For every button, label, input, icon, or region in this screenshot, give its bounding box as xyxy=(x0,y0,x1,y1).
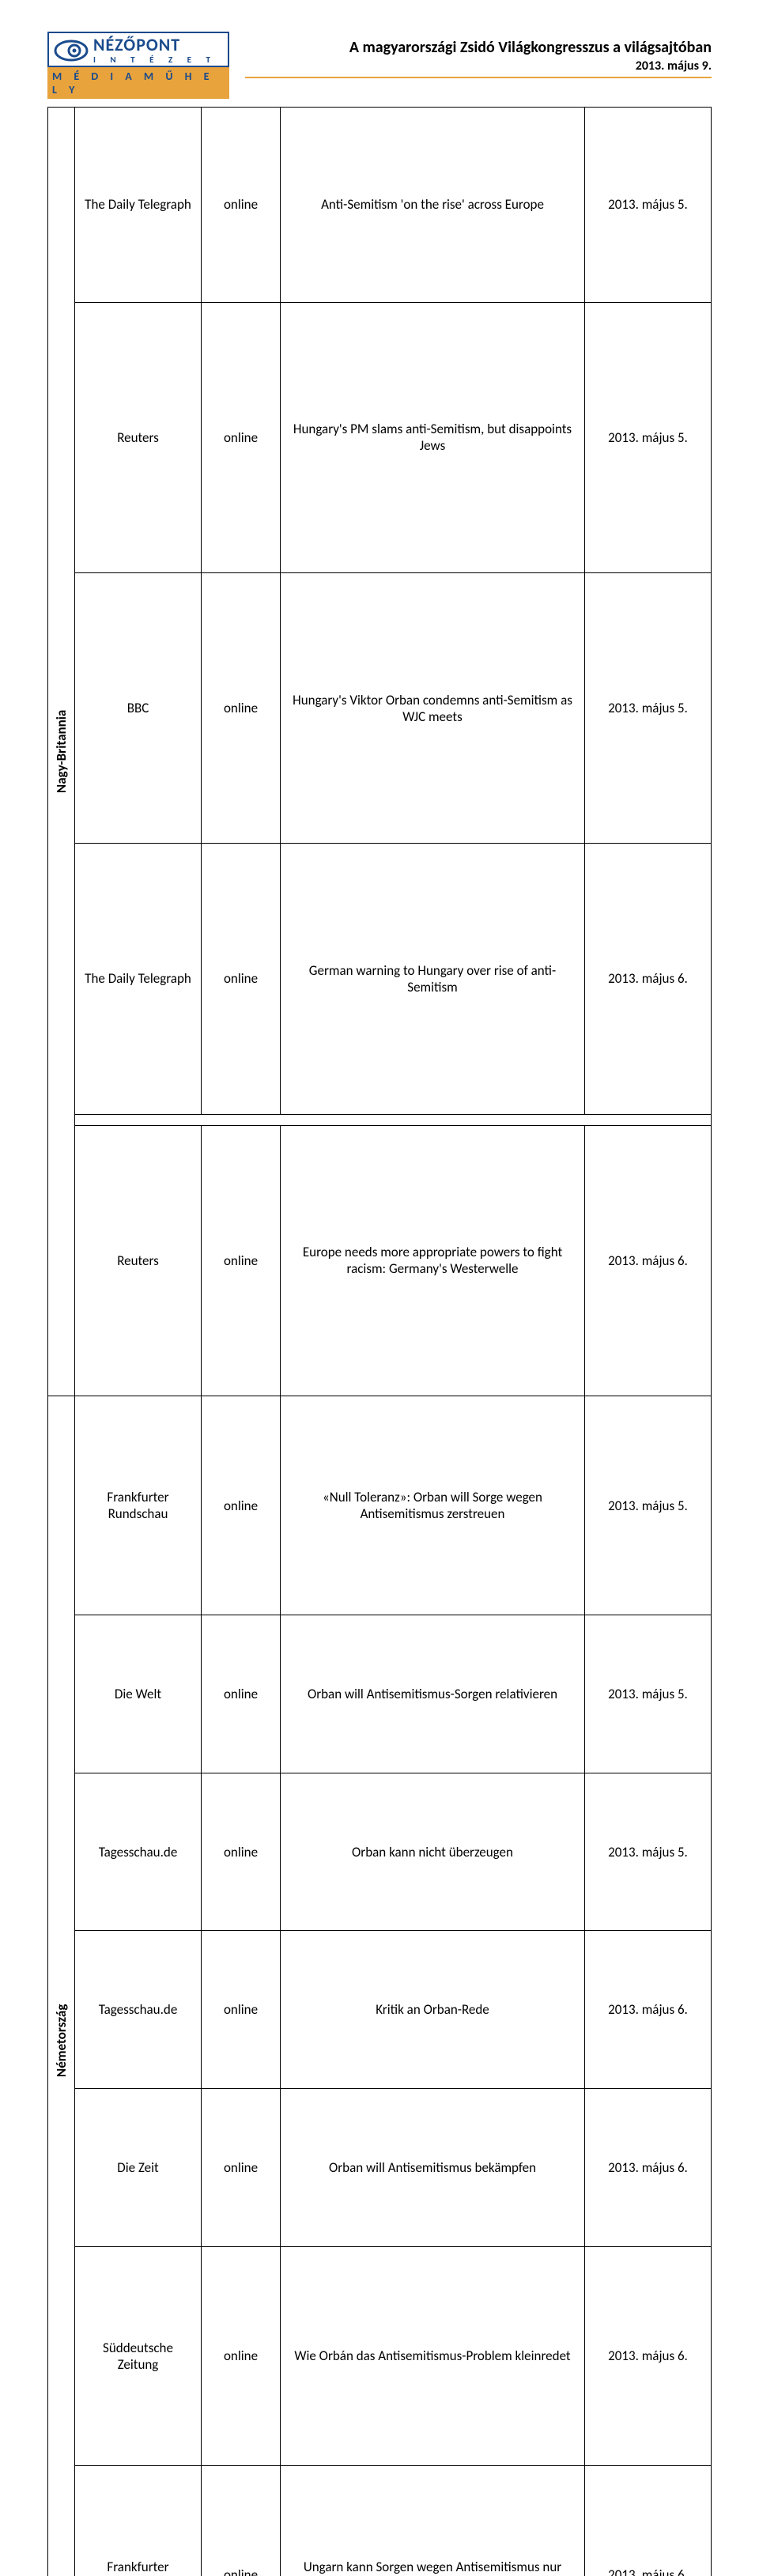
country-label-uk: Nagy-Britannia xyxy=(48,108,74,1396)
eye-icon xyxy=(54,39,89,62)
cell-source: Frankfurter Rundschau xyxy=(75,2465,202,2576)
cell-type: online xyxy=(202,2465,281,2576)
cell-title: Orban will Antisemitismus bekämpfen xyxy=(281,2088,585,2246)
cell-source: Tagesschau.de xyxy=(75,1931,202,2089)
country-label-de: Németország xyxy=(48,1396,74,2576)
cell-date: 2013. május 5. xyxy=(585,572,712,843)
table-row: Die Zeit online Orban will Antisemitismu… xyxy=(48,2088,712,2246)
cell-type: online xyxy=(202,2088,281,2246)
table-row: Reuters online Hungary's PM slams anti-S… xyxy=(48,302,712,572)
cell-date: 2013. május 5. xyxy=(585,302,712,572)
cell-date: 2013. május 5. xyxy=(585,108,712,303)
cell-type: online xyxy=(202,572,281,843)
cell-type: online xyxy=(202,1396,281,1615)
cell-title: «Null Toleranz»: Orban will Sorge wegen … xyxy=(281,1396,585,1615)
logo-main-text: NÉZŐPONT xyxy=(93,36,217,54)
table-row: Tagesschau.de online Kritik an Orban-Red… xyxy=(48,1931,712,2089)
cell-type: online xyxy=(202,302,281,572)
cell-source: Tagesschau.de xyxy=(75,1773,202,1931)
cell-date: 2013. május 6. xyxy=(585,1931,712,2089)
table-row: The Daily Telegraph online German warnin… xyxy=(48,844,712,1114)
cell-title: German warning to Hungary over rise of a… xyxy=(281,844,585,1114)
cell-date: 2013. május 5. xyxy=(585,1615,712,1773)
table-row: BBC online Hungary's Viktor Orban condem… xyxy=(48,572,712,843)
table-row: Németország Frankfurter Rundschau online… xyxy=(48,1396,712,1615)
cell-date: 2013. május 6. xyxy=(585,1125,712,1396)
cell-title: Orban kann nicht überzeugen xyxy=(281,1773,585,1931)
cell-title: Europe needs more appropriate powers to … xyxy=(281,1125,585,1396)
cell-title: Kritik an Orban-Rede xyxy=(281,1931,585,2089)
cell-source: BBC xyxy=(75,572,202,843)
table-row: Frankfurter Rundschau online Ungarn kann… xyxy=(48,2465,712,2576)
cell-title: Anti-Semitism 'on the rise' across Europ… xyxy=(281,108,585,303)
table-row: Süddeutsche Zeitung online Wie Orbán das… xyxy=(48,2246,712,2465)
cell-source: Die Zeit xyxy=(75,2088,202,2246)
cell-date: 2013. május 5. xyxy=(585,1773,712,1931)
page-header: NÉZŐPONT I N T É Z E T M É D I A M Ű H E… xyxy=(47,32,712,99)
cell-type: online xyxy=(202,1773,281,1931)
section-gap xyxy=(48,1114,712,1125)
page-date: 2013. május 9. xyxy=(245,59,712,74)
cell-type: online xyxy=(202,108,281,303)
cell-title: Hungary's Viktor Orban condemns anti-Sem… xyxy=(281,572,585,843)
press-table: Nagy-Britannia The Daily Telegraph onlin… xyxy=(47,107,712,2576)
cell-source: The Daily Telegraph xyxy=(75,108,202,303)
logo-bottom-text: M É D I A M Ű H E L Y xyxy=(47,67,229,99)
cell-source: Süddeutsche Zeitung xyxy=(75,2246,202,2465)
cell-source: Reuters xyxy=(75,302,202,572)
cell-date: 2013. május 6. xyxy=(585,2088,712,2246)
table-row: Reuters online Europe needs more appropr… xyxy=(48,1125,712,1396)
cell-source: The Daily Telegraph xyxy=(75,844,202,1114)
table-row: Die Welt online Orban will Antisemitismu… xyxy=(48,1615,712,1773)
cell-date: 2013. május 6. xyxy=(585,2246,712,2465)
cell-type: online xyxy=(202,1615,281,1773)
cell-source: Die Welt xyxy=(75,1615,202,1773)
cell-type: online xyxy=(202,1125,281,1396)
cell-type: online xyxy=(202,1931,281,2089)
cell-source: Reuters xyxy=(75,1125,202,1396)
cell-date: 2013. május 6. xyxy=(585,844,712,1114)
cell-title: Hungary's PM slams anti-Semitism, but di… xyxy=(281,302,585,572)
cell-title: Ungarn kann Sorgen wegen Antisemitismus … xyxy=(281,2465,585,2576)
logo: NÉZŐPONT I N T É Z E T M É D I A M Ű H E… xyxy=(47,32,229,99)
table-row: Tagesschau.de online Orban kann nicht üb… xyxy=(48,1773,712,1931)
logo-sub-text: I N T É Z E T xyxy=(93,55,217,64)
cell-source: Frankfurter Rundschau xyxy=(75,1396,202,1615)
cell-type: online xyxy=(202,844,281,1114)
cell-title: Wie Orbán das Antisemitismus-Problem kle… xyxy=(281,2246,585,2465)
cell-title: Orban will Antisemitismus-Sorgen relativ… xyxy=(281,1615,585,1773)
cell-date: 2013. május 5. xyxy=(585,1396,712,1615)
header-rule xyxy=(245,77,712,78)
cell-date: 2013. május 6. xyxy=(585,2465,712,2576)
page-title: A magyarországi Zsidó Világkongresszus a… xyxy=(245,38,712,57)
cell-type: online xyxy=(202,2246,281,2465)
table-row: Nagy-Britannia The Daily Telegraph onlin… xyxy=(48,108,712,303)
